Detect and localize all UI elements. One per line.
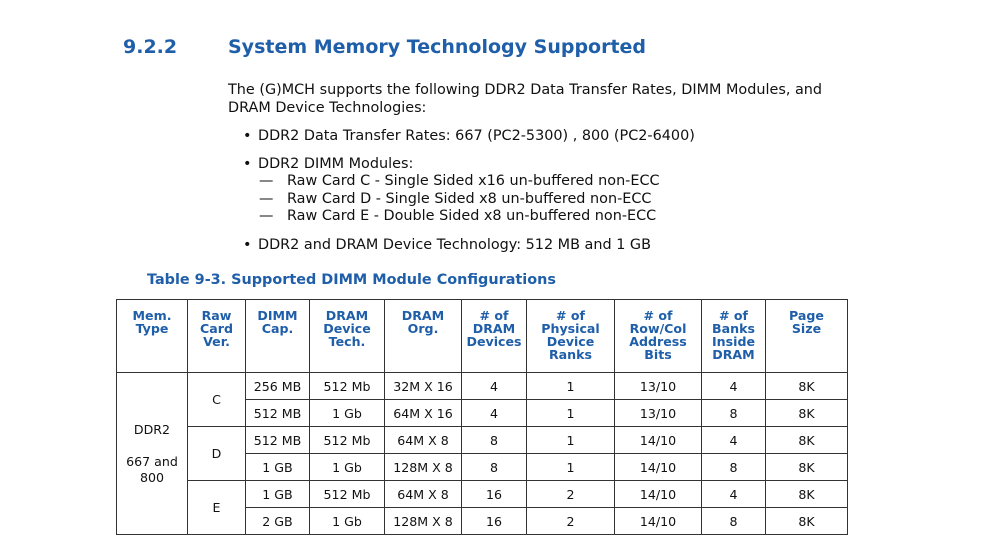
raw-card-cell: C [187, 372, 246, 427]
table-cell: 13/10 [614, 399, 702, 427]
table-cell: 8K [765, 399, 848, 427]
table-row: 512 MB 1 Gb 64M X 16 4 1 13/10 8 8K [117, 399, 848, 427]
table-cell: 1 [526, 426, 615, 454]
dash-mark: — [259, 208, 274, 224]
mem-type-cell: DDR2 667 and 800 [116, 372, 188, 535]
table-cell: 4 [461, 372, 527, 400]
table-cell: 4 [701, 372, 766, 400]
dash-mark: — [259, 190, 274, 207]
table-row: 1 GB 1 Gb 128M X 8 8 1 14/10 8 8K [117, 453, 848, 481]
table-cell: 2 [526, 507, 615, 535]
table-cell: 32M X 16 [384, 372, 462, 400]
section-number: 9.2.2 [123, 36, 178, 58]
raw-card-cell: E [187, 480, 246, 535]
table-cell: 8K [765, 426, 848, 454]
sub-item-text: Raw Card C - Single Sided x16 un-buffere… [287, 173, 660, 189]
table-row: D 512 MB 512 Mb 64M X 8 8 1 14/10 4 8K [117, 426, 848, 481]
table-cell: 8 [461, 453, 527, 481]
sub-item-text: Raw Card D - Single Sided x8 un-buffered… [287, 190, 652, 207]
dimm-config-table: Mem. Type Raw Card Ver. DIMM Cap. DRAM Device… [116, 299, 848, 535]
table-cell: 1 Gb [309, 453, 385, 481]
table-cell: 1 GB [245, 453, 310, 481]
bullet-text: DDR2 and DRAM Device Technology: 512 MB … [258, 237, 651, 253]
table-cell: 8 [461, 426, 527, 454]
table-cell: 16 [461, 480, 527, 508]
table-cell: 16 [461, 507, 527, 535]
header-raw-card-ver: Raw Card Ver. [187, 299, 246, 373]
table-cell: 4 [701, 480, 766, 508]
table-cell: 1 [526, 453, 615, 481]
bullet-dot: • [243, 237, 252, 253]
table-cell: 1 [526, 372, 615, 400]
table-cell: 1 Gb [309, 399, 385, 427]
table-cell: 64M X 16 [384, 399, 462, 427]
table-cell: 512 Mb [309, 426, 385, 454]
header-num-banks: # of Banks Inside DRAM [701, 299, 766, 373]
intro-paragraph: The (G)MCH supports the following DDR2 D… [228, 82, 823, 116]
header-dram-device-tech: DRAM Device Tech. [309, 299, 385, 373]
sub-item-raw-card-e: — Raw Card E - Double Sided x8 un-buffere… [259, 208, 656, 226]
table-row: E 1 GB 512 Mb 64M X 8 16 2 14/10 4 8K [117, 480, 848, 535]
table-row: DDR2 667 and 800 C 256 MB 512 Mb 32M X 16 … [116, 372, 848, 535]
table-cell: 8 [701, 399, 766, 427]
header-mem-type: Mem. Type [116, 299, 188, 373]
sub-item-text: Raw Card E - Double Sided x8 un-buffered… [287, 208, 657, 224]
raw-card-cell: D [187, 426, 246, 481]
table-cell: 8 [701, 453, 766, 481]
table-cell: 4 [701, 426, 766, 454]
table-cell: 14/10 [614, 453, 702, 481]
table-cell: 8K [765, 453, 848, 481]
table-row: 2 GB 1 Gb 128M X 8 16 2 14/10 8 8K [117, 507, 848, 535]
table-header-row: Mem. Type Raw Card Ver. DIMM Cap. DRAM Device… [116, 299, 848, 373]
section-title: System Memory Technology Supported [228, 36, 647, 58]
table-cell: 8K [765, 507, 848, 535]
table-cell: 1 Gb [309, 507, 385, 535]
table-cell: 14/10 [614, 426, 702, 454]
table-cell: 8K [765, 480, 848, 508]
bullet-text: DDR2 Data Transfer Rates: 667 (PC2-5300)… [258, 128, 695, 144]
table-cell: 64M X 8 [384, 426, 462, 454]
table-cell: 8K [765, 372, 848, 400]
sub-item-raw-card-c: — Raw Card C - Single Sided x16 un-buffer… [259, 173, 660, 191]
header-row-col-bits: # of Row/Col Address Bits [614, 299, 702, 373]
table-cell: 2 [526, 480, 615, 508]
table-cell: 1 [526, 399, 615, 427]
header-dimm-cap: DIMM Cap. [245, 299, 310, 373]
dash-mark: — [259, 173, 274, 189]
table-cell: 2 GB [245, 507, 310, 535]
table-cell: 512 MB [245, 399, 310, 427]
header-num-physical-ranks: # of Physical Device Ranks [526, 299, 615, 373]
table-cell: 8 [701, 507, 766, 535]
table-cell: 128M X 8 [384, 453, 462, 481]
bullet-text: DDR2 DIMM Modules: [258, 156, 414, 172]
table-cell: 64M X 8 [384, 480, 462, 508]
table-cell: 512 Mb [309, 480, 385, 508]
sub-item-raw-card-d: — Raw Card D - Single Sided x8 un-buffere… [259, 191, 651, 209]
table-cell: 14/10 [614, 507, 702, 535]
table-cell: 256 MB [245, 372, 310, 400]
table-cell: 512 Mb [309, 372, 385, 400]
bullet-dot: • [243, 128, 252, 144]
table-cell: 128M X 8 [384, 507, 462, 535]
table-cell: 512 MB [245, 426, 310, 454]
table-cell: 14/10 [614, 480, 702, 508]
bullet-dot: • [243, 156, 252, 172]
table-cell: 4 [461, 399, 527, 427]
table-cell: 1 GB [245, 480, 310, 508]
table-cell: 13/10 [614, 372, 702, 400]
header-num-dram-devices: # of DRAM Devices [461, 299, 527, 373]
header-dram-org: DRAM Org. [384, 299, 462, 373]
header-page-size: Page Size [765, 299, 848, 373]
table-caption: Table 9-3. Supported DIMM Module Configu… [147, 272, 556, 288]
